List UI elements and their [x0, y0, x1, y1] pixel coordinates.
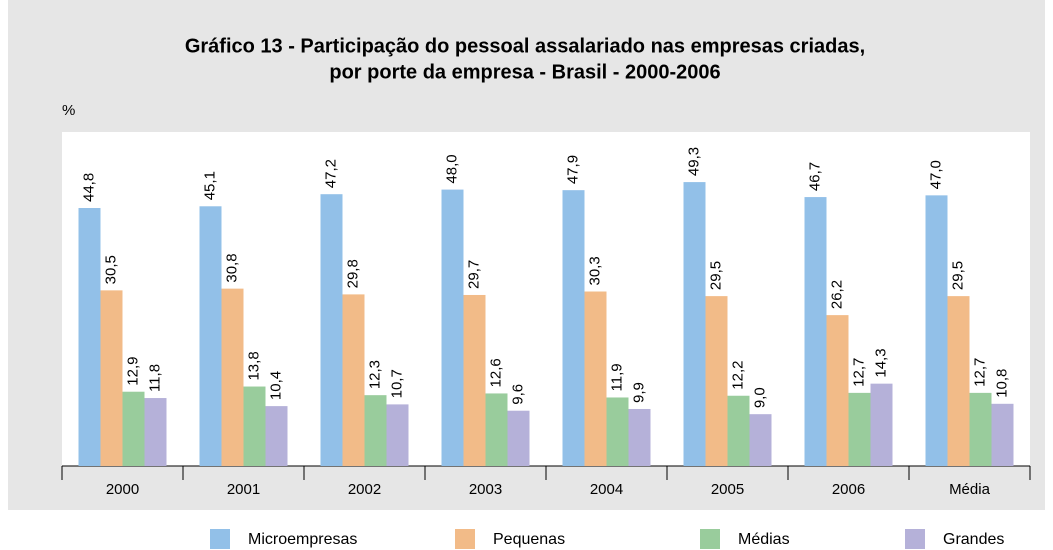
value-label: 10,7 [388, 369, 405, 398]
x-tick-label: 2006 [832, 481, 865, 498]
value-label: 29,7 [465, 260, 482, 289]
bar [562, 190, 585, 467]
bar [199, 206, 222, 467]
legend-label: Grandes [943, 531, 1004, 548]
value-label: 47,9 [564, 155, 581, 184]
legend-label: Pequenas [493, 531, 565, 548]
bar [441, 189, 464, 466]
bar [925, 195, 948, 466]
bar [848, 392, 871, 466]
bar [386, 404, 409, 466]
value-label: 29,5 [707, 261, 724, 290]
value-label: 11,9 [608, 363, 625, 391]
value-label: 44,8 [80, 173, 97, 202]
bar [485, 393, 508, 466]
bar [320, 194, 343, 466]
legend-swatch [210, 529, 230, 549]
value-label: 12,2 [729, 361, 746, 390]
bar [826, 315, 849, 466]
value-label: 47,0 [927, 160, 944, 189]
bar [144, 398, 167, 466]
bar [221, 288, 244, 466]
value-label: 9,6 [509, 384, 526, 405]
bar [463, 294, 486, 466]
y-axis-label: % [62, 102, 75, 119]
value-label: 9,9 [630, 382, 647, 403]
value-label: 30,8 [223, 253, 240, 282]
legend-swatch [905, 529, 925, 549]
x-tick-label: Média [949, 481, 991, 498]
bar [727, 395, 750, 466]
value-label: 47,2 [322, 159, 339, 188]
legend-label: Microempresas [248, 531, 357, 548]
legend-label: Médias [738, 531, 790, 548]
legend-swatch [700, 529, 720, 549]
value-label: 12,9 [124, 357, 141, 386]
value-label: 11,8 [146, 364, 163, 392]
bar [683, 182, 706, 466]
bar [705, 296, 728, 466]
value-label: 12,7 [850, 358, 867, 387]
value-label: 10,8 [993, 369, 1010, 398]
bar [78, 208, 101, 466]
x-tick-label: 2003 [469, 481, 502, 498]
value-label: 12,7 [971, 358, 988, 387]
value-label: 45,1 [201, 171, 218, 200]
value-label: 29,8 [344, 259, 361, 288]
x-tick-label: 2001 [227, 481, 260, 498]
bar [991, 403, 1014, 466]
x-tick-label: 2005 [711, 481, 744, 498]
x-tick-label: 2004 [590, 481, 623, 498]
bar [947, 296, 970, 466]
value-label: 9,0 [751, 387, 768, 408]
value-label: 29,5 [949, 261, 966, 290]
bar [342, 294, 365, 466]
value-label: 12,6 [487, 358, 504, 387]
bar [364, 395, 387, 466]
value-label: 26,2 [828, 280, 845, 309]
bar [628, 408, 651, 466]
bar [122, 391, 145, 466]
bar [804, 197, 827, 466]
x-tick-label: 2000 [106, 481, 139, 498]
value-label: 48,0 [443, 154, 460, 183]
value-label: 14,3 [872, 348, 889, 377]
bar [584, 291, 607, 466]
bar [606, 397, 629, 466]
bar [265, 406, 288, 466]
bar [870, 383, 893, 466]
value-label: 46,7 [806, 162, 823, 191]
bar [749, 414, 772, 466]
bar [969, 392, 992, 466]
value-label: 10,4 [267, 371, 284, 400]
bar [243, 386, 266, 466]
value-label: 49,3 [685, 147, 702, 176]
value-label: 12,3 [366, 360, 383, 389]
chart-subtitle: por porte da empresa - Brasil - 2000-200… [329, 61, 720, 83]
legend-swatch [455, 529, 475, 549]
value-label: 30,3 [586, 256, 603, 285]
value-label: 30,5 [102, 255, 119, 284]
bar [507, 410, 530, 466]
bar [100, 290, 123, 466]
x-tick-label: 2002 [348, 481, 381, 498]
chart-title: Gráfico 13 - Participação do pessoal ass… [185, 35, 865, 57]
value-label: 13,8 [245, 351, 262, 380]
